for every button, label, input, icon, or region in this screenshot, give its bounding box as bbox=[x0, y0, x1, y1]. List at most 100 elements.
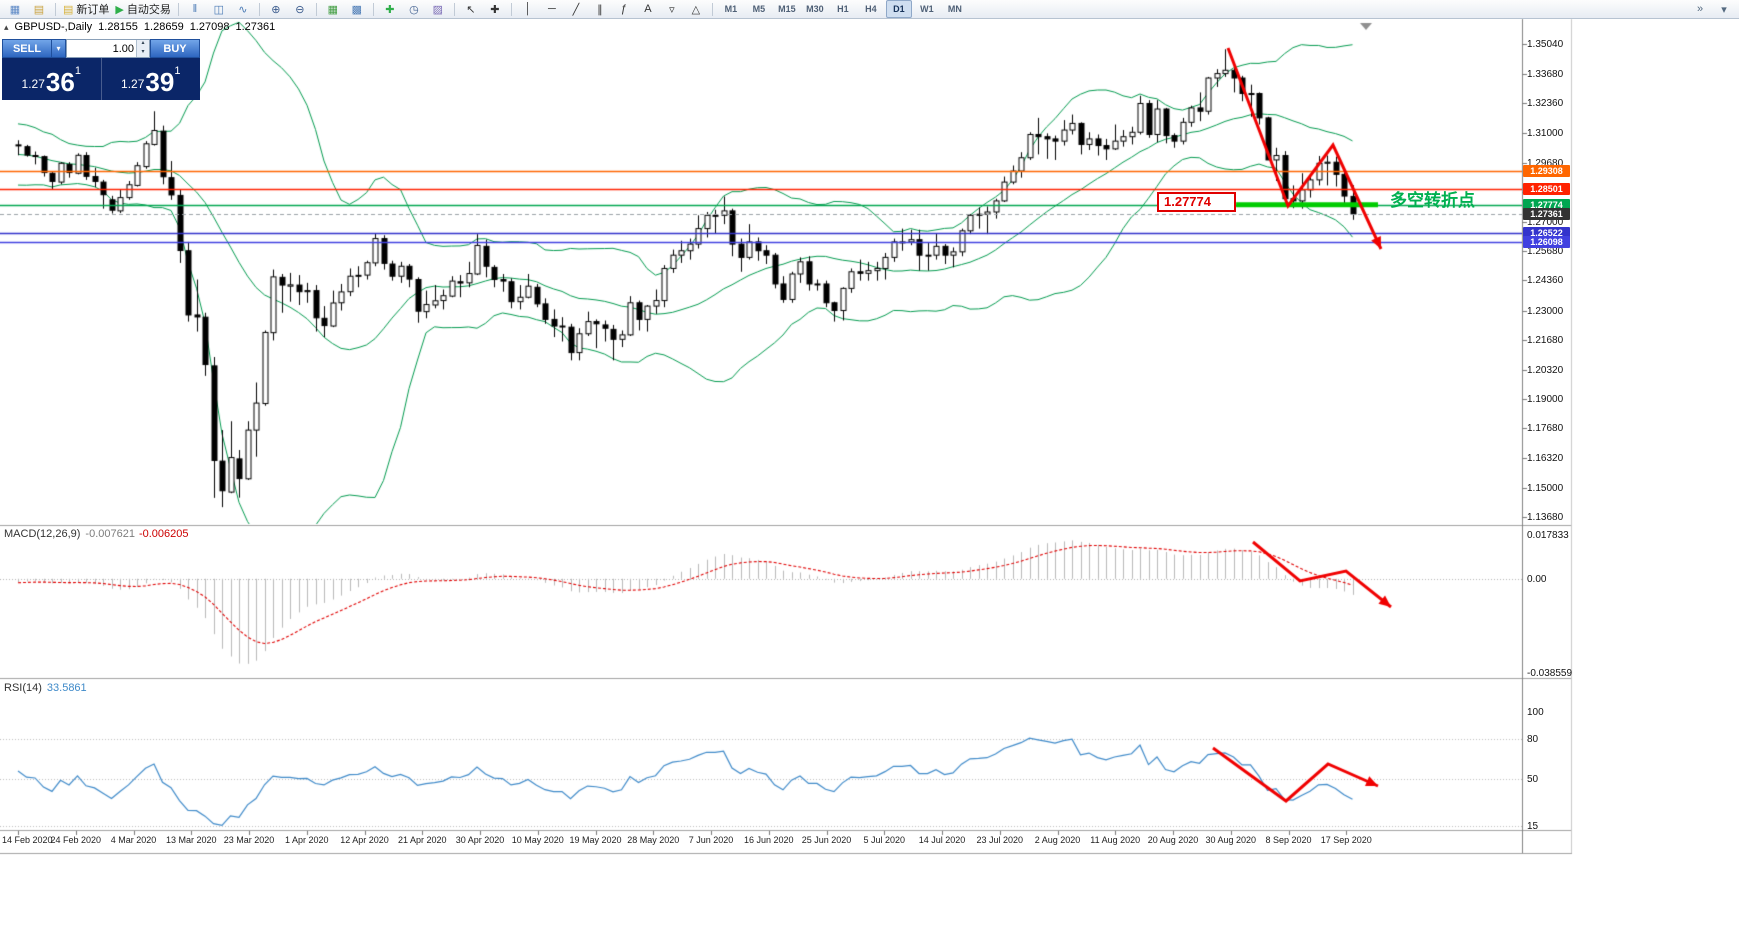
time-axis-label: 5 Jul 2020 bbox=[863, 835, 906, 845]
price-axis-label: 1.31000 bbox=[1527, 128, 1564, 140]
arrange-windows-icon[interactable]: ▩ bbox=[345, 0, 369, 18]
toolbar-separator bbox=[510, 2, 512, 16]
time-axis-label: 28 May 2020 bbox=[627, 835, 680, 845]
rsi-value: 33.5861 bbox=[46, 682, 87, 694]
toolbar-separator bbox=[711, 2, 713, 16]
candlestick-chart-icon[interactable]: ◫ bbox=[207, 0, 231, 18]
bid-point: 1 bbox=[74, 65, 81, 77]
new-chart-icon[interactable]: ▦ bbox=[3, 0, 27, 18]
text-icon[interactable]: A bbox=[636, 0, 660, 18]
lot-increase-button[interactable]: ▴ bbox=[136, 40, 149, 49]
rsi-axis-label: 50 bbox=[1527, 774, 1539, 786]
ohlc-close: 1.27361 bbox=[235, 21, 276, 33]
trendline-icon: ╱ bbox=[572, 3, 580, 16]
time-axis-label: 25 Jun 2020 bbox=[801, 835, 852, 845]
bid-prefix: 1.27 bbox=[21, 77, 45, 91]
timeframe-m5[interactable]: M5 bbox=[752, 4, 766, 14]
macd-axis-label: -0.038559 bbox=[1527, 667, 1573, 679]
time-axis-label: 12 Apr 2020 bbox=[340, 835, 389, 845]
channel-icon[interactable]: ∥ bbox=[588, 0, 612, 18]
timeframe-h4[interactable]: H4 bbox=[865, 4, 877, 14]
macd-name: MACD(12,26,9) bbox=[4, 528, 81, 540]
timeframe-h1[interactable]: H1 bbox=[837, 4, 849, 14]
time-axis-label: 23 Jul 2020 bbox=[976, 835, 1024, 845]
time-axis-label: 7 Jun 2020 bbox=[688, 835, 734, 845]
price-axis-label: 1.16320 bbox=[1527, 453, 1564, 465]
line-chart-icon[interactable]: ∿ bbox=[231, 0, 255, 18]
symbol-period-label: GBPUSD-,Daily bbox=[14, 21, 93, 33]
tile-windows-icon[interactable]: ▦ bbox=[321, 0, 345, 18]
timeframe-m30[interactable]: M30 bbox=[806, 4, 824, 14]
new-order-button[interactable]: ▤ 新订单 bbox=[60, 0, 112, 18]
ohlc-low: 1.27098 bbox=[189, 21, 230, 33]
cursor-icon[interactable]: ↖ bbox=[459, 0, 483, 18]
new-order-button-label: 新订单 bbox=[76, 4, 110, 16]
cursor-icon: ↖ bbox=[466, 3, 476, 16]
macd-axis-label: 0.017833 bbox=[1527, 530, 1569, 542]
lot-size-box: ▴ ▾ bbox=[66, 39, 150, 58]
price-axis-label: 1.20320 bbox=[1527, 364, 1564, 376]
candlestick-chart-icon: ◫ bbox=[213, 3, 225, 16]
price-level-marker: 1.27774 bbox=[1523, 198, 1570, 211]
price-axis-label: 1.32360 bbox=[1527, 98, 1564, 110]
buy-button[interactable]: BUY bbox=[150, 39, 200, 58]
text-icon: A bbox=[644, 3, 652, 15]
timeframe-m1[interactable]: M1 bbox=[724, 4, 738, 14]
toolbar-separator bbox=[372, 2, 374, 16]
arrows-icon: ▿ bbox=[669, 3, 675, 16]
zoom-out-icon: ⊖ bbox=[295, 3, 305, 16]
shapes-icon[interactable]: △ bbox=[684, 0, 708, 18]
zoom-out-icon[interactable]: ⊖ bbox=[288, 0, 312, 18]
buy-price-display[interactable]: 1.27 39 1 bbox=[102, 58, 201, 100]
timeframe-mn[interactable]: MN bbox=[947, 4, 962, 14]
indicators-add-icon[interactable]: ✚ bbox=[378, 0, 402, 18]
horizontal-line-icon[interactable]: ─ bbox=[540, 0, 564, 18]
bid-pips: 36 bbox=[45, 67, 75, 97]
sell-button[interactable]: SELL bbox=[2, 39, 52, 58]
time-axis-label: 8 Sep 2020 bbox=[1265, 835, 1312, 845]
autotrading-button[interactable]: ▶ 自动交易 bbox=[112, 0, 173, 18]
order-type-dropdown[interactable]: ▾ bbox=[52, 39, 66, 58]
time-axis-label: 10 May 2020 bbox=[511, 835, 564, 845]
trendline-icon[interactable]: ╱ bbox=[564, 0, 588, 18]
periods-clock-icon[interactable]: ◷ bbox=[402, 0, 426, 18]
one-click-collapse-toggle[interactable]: ▴ bbox=[4, 21, 9, 32]
time-axis-label: 1 Apr 2020 bbox=[284, 835, 329, 845]
price-level-callout[interactable]: 1.27774 bbox=[1157, 192, 1236, 212]
profiles-icon[interactable]: ▤ bbox=[27, 0, 51, 18]
zoom-in-icon[interactable]: ⊕ bbox=[264, 0, 288, 18]
fibonacci-icon: ƒ bbox=[620, 3, 627, 15]
timeframe-m15[interactable]: M15 bbox=[778, 4, 796, 14]
lot-size-input[interactable] bbox=[67, 40, 136, 57]
crosshair-icon: ✚ bbox=[490, 3, 500, 16]
turning-point-note[interactable]: 多空转折点 bbox=[1390, 191, 1475, 210]
sell-price-display[interactable]: 1.27 36 1 bbox=[2, 58, 102, 100]
price-axis-label: 1.19000 bbox=[1527, 394, 1564, 406]
bar-chart-icon: ‖ bbox=[192, 3, 198, 15]
bar-chart-icon[interactable]: ‖ bbox=[183, 0, 207, 18]
price-axis-label: 1.21680 bbox=[1527, 334, 1564, 346]
toolbar-overflow-icon[interactable]: » bbox=[1696, 3, 1704, 15]
macd-main-value: -0.007621 bbox=[85, 528, 135, 540]
time-axis-label: 2 Aug 2020 bbox=[1034, 835, 1081, 845]
timeframe-w1[interactable]: W1 bbox=[920, 4, 934, 14]
vertical-line-icon[interactable]: │ bbox=[516, 0, 540, 18]
lot-decrease-button[interactable]: ▾ bbox=[136, 48, 149, 57]
templates-icon[interactable]: ▨ bbox=[426, 0, 450, 18]
time-axis-label: 23 Mar 2020 bbox=[223, 835, 275, 845]
time-axis-label: 14 Jul 2020 bbox=[918, 835, 966, 845]
timeframe-d1[interactable]: D1 bbox=[885, 0, 912, 18]
ohlc-open: 1.28155 bbox=[98, 21, 138, 33]
arrows-icon[interactable]: ▿ bbox=[660, 0, 684, 18]
crosshair-icon[interactable]: ✚ bbox=[483, 0, 507, 18]
line-chart-icon: ∿ bbox=[238, 3, 248, 16]
profiles-icon: ▤ bbox=[33, 3, 45, 16]
tile-windows-icon: ▦ bbox=[327, 3, 339, 16]
toolbar-options-icon[interactable]: ▾ bbox=[1721, 3, 1727, 16]
toolbar-separator bbox=[177, 2, 179, 16]
price-axis-label: 1.33680 bbox=[1527, 69, 1564, 81]
fibonacci-icon[interactable]: ƒ bbox=[612, 0, 636, 18]
time-axis-label: 24 Feb 2020 bbox=[50, 835, 102, 845]
